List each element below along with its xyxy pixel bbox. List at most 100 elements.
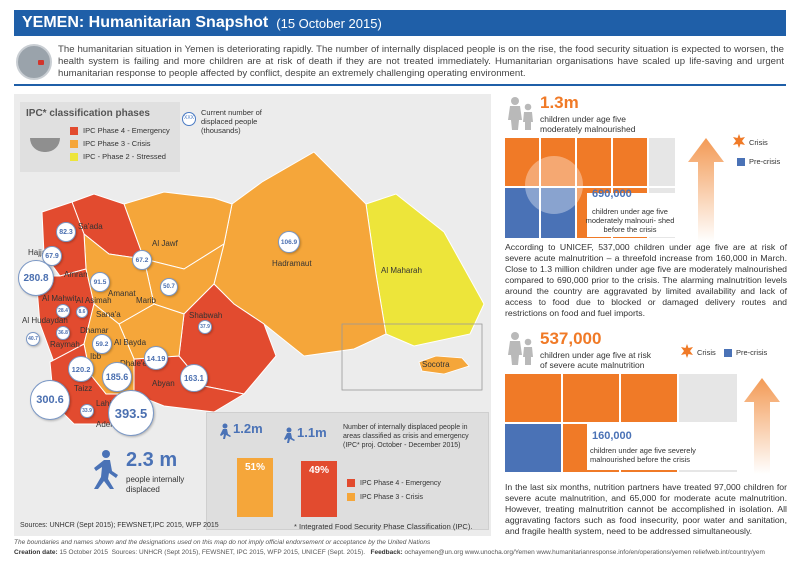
children-icon-severe xyxy=(508,332,533,365)
ipc-displaced-box: 1.2m 1.1m 51% 49% Number of internally d… xyxy=(206,412,489,530)
footer-disclaimer: The boundaries and names shown and the d… xyxy=(14,539,431,546)
mam-pre-label: children under age five moderately malno… xyxy=(585,207,675,234)
sam-grid-cell xyxy=(621,374,677,422)
ipc-legend: IPC* classification phases IPC Phase 4 -… xyxy=(20,102,180,172)
mam-grid-cell-precrisis xyxy=(541,188,575,238)
ipc-legend-crisis: IPC Phase 3 - Crisis xyxy=(347,493,423,501)
page-date: (15 October 2015) xyxy=(276,15,382,31)
ipc-swatch-emergency xyxy=(347,479,355,487)
bubble-legend: XXX Current number of displaced people (… xyxy=(182,108,281,135)
label-raymah: Raymah xyxy=(50,340,80,349)
bubble-shabwah: 37.9 xyxy=(198,320,212,334)
mam-legend-precrisis: Pre-crisis xyxy=(749,157,781,166)
bubble-taizz: 300.6 xyxy=(30,380,70,420)
intro-text: The humanitarian situation in Yemen is d… xyxy=(58,44,784,79)
sam-value: 537,000 xyxy=(540,329,602,348)
legend-phase-4: IPC Phase 4 - Emergency xyxy=(70,126,170,135)
label-shabwah: Shabwah xyxy=(189,311,223,320)
bubble-dhamar: 59.2 xyxy=(92,334,112,354)
header-bar: YEMEN: Humanitarian Snapshot (15 October… xyxy=(14,10,786,36)
bubble-ibb: 120.2 xyxy=(68,356,94,382)
legend-swatch-stressed xyxy=(70,152,78,161)
label-hajjah: Hajjah xyxy=(28,248,51,257)
children-icon-moderate xyxy=(508,97,533,130)
label-amanat: Amanat xyxy=(108,289,136,298)
sam-grid-cell xyxy=(505,374,561,422)
sam-grid xyxy=(505,374,737,472)
socotra-inset-frame xyxy=(341,323,483,391)
increase-arrow-icon xyxy=(688,138,724,242)
sam-legend-crisis: Crisis xyxy=(697,348,716,357)
displaced-label: people internally displaced xyxy=(126,475,185,494)
map-panel: IPC* classification phases IPC Phase 4 -… xyxy=(14,94,491,536)
label-socotra: Socotra xyxy=(422,360,450,369)
label-saada: Sa'ada xyxy=(78,222,103,231)
label-lahj: Lahj xyxy=(96,399,112,408)
bubble-hadramaut: 106.9 xyxy=(278,231,300,253)
label-aden: Aden xyxy=(96,420,115,429)
sam-pre-label: children under age five severely malnour… xyxy=(590,446,696,464)
bubble-al-mahwit: 28.4 xyxy=(56,304,70,318)
label-al-asimah: Al Asimah xyxy=(76,296,112,305)
label-al-jawf: Al Jawf xyxy=(152,239,178,248)
mam-label: children under age five moderately malno… xyxy=(540,114,636,134)
label-amran: Amran xyxy=(64,270,88,279)
mam-grid-cell-precrisis xyxy=(505,188,539,238)
bubble-abyan: 163.1 xyxy=(180,364,208,392)
footer-meta: Creation date: 15 October 2015 Sources: … xyxy=(14,549,765,556)
bubble-hajjah: 67.9 xyxy=(42,246,62,266)
label-al-hudaydah: Al Hudaydah xyxy=(22,316,68,325)
header-divider xyxy=(14,84,786,86)
mam-grid-cell xyxy=(613,138,647,186)
page-title: YEMEN: Humanitarian Snapshot xyxy=(22,14,269,31)
legend-title: IPC* classification phases xyxy=(26,108,150,119)
sam-pre-callout xyxy=(587,424,737,470)
mam-pre-value: 690,000 xyxy=(592,188,632,200)
label-ibb: Ibb xyxy=(90,352,102,361)
ipc-legend-emergency: IPC Phase 4 - Emergency xyxy=(347,479,441,487)
globe-icon xyxy=(16,44,52,80)
bubble-hudaydah-north: 280.8 xyxy=(18,260,54,296)
bubble-al-jawf: 67.2 xyxy=(132,250,152,270)
bubble-al-asimah: 8.6 xyxy=(76,306,88,318)
mam-grid-cell xyxy=(541,138,575,186)
map-sources: Sources: UNHCR (Sept 2015); FEWSNET,IPC … xyxy=(20,522,219,529)
bubble-al-bayda: 14.19 xyxy=(144,346,168,370)
ipc-box-title: Number of internally displaced people in… xyxy=(343,424,469,449)
ipc-emergency-bar: 49% xyxy=(301,460,337,517)
increase-arrow-icon-2 xyxy=(744,378,780,474)
bubble-dhalee: 185.6 xyxy=(102,362,132,392)
food-bowl-icon xyxy=(30,138,60,152)
label-sanaa: Sana'a xyxy=(96,310,121,319)
sam-label: children under age five at risk of sever… xyxy=(540,350,652,370)
walking-person-icon-emergency xyxy=(284,427,295,443)
legend-swatch-crisis xyxy=(70,139,78,148)
child-face-icon xyxy=(525,156,583,214)
bubble-legend-label: Current number of displaced people (thou… xyxy=(201,108,262,135)
ipc-emergency-pct: 49% xyxy=(308,464,329,476)
label-al-maharah: Al Maharah xyxy=(381,266,422,275)
label-abyan: Abyan xyxy=(152,379,175,388)
sam-grid-cell xyxy=(679,374,737,422)
label-al-bayda: Al Bayda xyxy=(114,338,147,347)
legend-phase-3: IPC Phase 3 - Crisis xyxy=(70,139,151,148)
ipc-emergency-stat: 1.1m xyxy=(297,425,327,440)
ipc-footnote: * Integrated Food Security Phase Classif… xyxy=(294,522,473,531)
bubble-marib: 50.7 xyxy=(160,278,178,296)
label-al-mahwit: Al Mahwit xyxy=(42,294,77,303)
crisis-burst-icon-2 xyxy=(681,344,693,358)
bubble-amran: 91.5 xyxy=(90,272,110,292)
legend-swatch-emergency xyxy=(70,126,78,135)
bubble-lahj: 33.9 xyxy=(80,404,94,418)
paragraph-treatment: In the last six months, nutrition partne… xyxy=(505,482,787,536)
sam-grid-cell xyxy=(563,374,619,422)
legend-phase-2: IPC - Phase 2 - Stressed xyxy=(70,152,166,161)
label-dhalee: Dhale'e xyxy=(120,359,147,368)
bubble-saada: 82.3 xyxy=(56,222,76,242)
bubble-raymah: 36.8 xyxy=(56,326,70,340)
sam-legend-precrisis-swatch xyxy=(724,349,732,357)
mam-pre-callout xyxy=(587,193,675,237)
mam-grid-cell xyxy=(577,138,611,186)
mam-grid-cell xyxy=(649,138,675,186)
label-marib: Marib xyxy=(136,296,157,305)
